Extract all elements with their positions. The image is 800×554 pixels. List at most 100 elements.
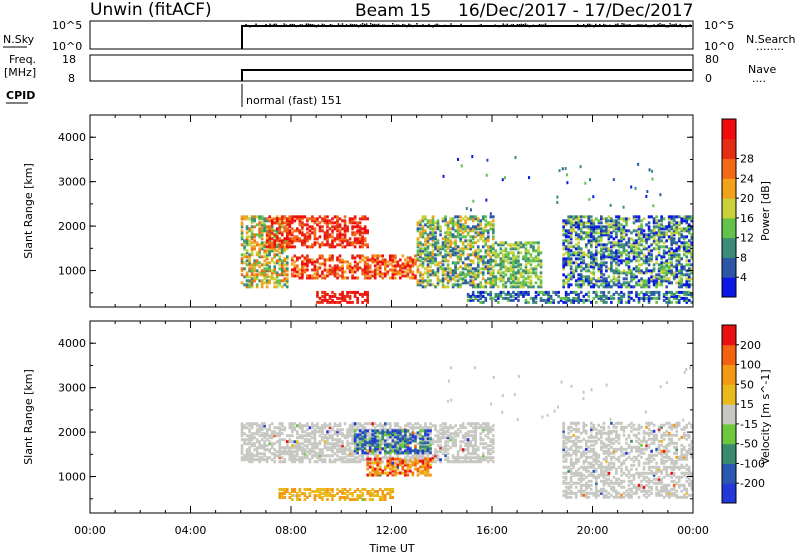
power-cell (260, 269, 264, 273)
power-cell (615, 277, 618, 281)
power-cell (285, 233, 289, 237)
power-cell (240, 269, 244, 273)
power-cell (627, 265, 631, 269)
velocity-cell (461, 426, 465, 430)
power-cell (677, 247, 681, 251)
velocity-cell (401, 437, 405, 441)
power-cell (243, 247, 246, 251)
power-cell (675, 221, 679, 225)
power-cell (579, 265, 583, 269)
velocity-cell (356, 433, 359, 437)
power-cell (474, 273, 478, 277)
power-cell (474, 277, 478, 281)
velocity-cell (250, 454, 254, 458)
power-cell (388, 276, 392, 280)
power-cell (441, 243, 445, 247)
velocity-cell (426, 426, 430, 430)
power-cell (316, 274, 319, 278)
nsky-sample (377, 23, 380, 26)
power-cell (356, 229, 359, 233)
power-cell (328, 294, 332, 298)
velocity-cell (240, 426, 244, 430)
power-cell (514, 156, 517, 160)
power-cell (602, 233, 606, 237)
power-cell (326, 235, 329, 239)
velocity-cell (454, 424, 457, 428)
power-cell (466, 298, 470, 302)
power-cell (637, 225, 641, 229)
velocity-cell (255, 430, 259, 434)
power-cell (431, 237, 435, 241)
power-cell (456, 245, 460, 249)
power-cell (584, 277, 588, 281)
power-cell (265, 255, 269, 259)
power-cell (404, 258, 407, 262)
power-cell (579, 257, 583, 261)
power-cell (240, 221, 244, 225)
power-cell (240, 261, 244, 265)
power-cell (564, 257, 568, 261)
velocity-cell (353, 433, 357, 437)
power-cell (431, 253, 435, 257)
nsky-sample (303, 25, 306, 27)
power-cell (356, 266, 359, 270)
velocity-cell (346, 454, 349, 458)
power-cell (326, 231, 329, 235)
power-cell (657, 294, 661, 298)
power-cell (537, 275, 540, 279)
power-cell (595, 249, 598, 253)
nsky-sample (544, 23, 547, 25)
power-cell (439, 229, 442, 233)
power-cell (617, 281, 621, 285)
power-cell (562, 283, 565, 287)
power-cell (436, 247, 440, 251)
power-cell (331, 225, 334, 229)
power-cell (680, 217, 684, 221)
velocity-cell (240, 428, 244, 432)
velocity-cell (258, 424, 261, 428)
power-cell (522, 257, 525, 261)
power-cell (680, 235, 684, 239)
power-cell (378, 274, 382, 278)
power-cell (429, 269, 432, 273)
velocity-cell (248, 422, 251, 426)
velocity-cell (323, 424, 327, 428)
power-cell (424, 241, 427, 245)
power-cell (610, 255, 613, 259)
velocity-cell (258, 452, 261, 456)
power-cell (479, 227, 483, 231)
power-cell (492, 265, 495, 269)
velocity-cell (386, 456, 390, 460)
power-cell (659, 193, 662, 197)
power-cell (514, 247, 518, 251)
power-cell (509, 247, 513, 251)
power-cell (647, 269, 651, 273)
power-cell (507, 296, 510, 300)
power-cell (492, 273, 495, 277)
power-cell (316, 276, 319, 280)
power-cell (240, 281, 244, 285)
velocity-cell (313, 438, 317, 442)
velocity-cell (336, 428, 339, 432)
power-cell (577, 273, 581, 277)
power-cell (569, 227, 573, 231)
power-cell (429, 255, 432, 259)
power-cell (647, 251, 651, 255)
power-cell (617, 225, 621, 229)
power-cell (562, 273, 565, 277)
power-cell (298, 272, 302, 276)
power-cell (640, 263, 643, 267)
power-cell (303, 258, 307, 262)
velocity-cell (291, 458, 294, 462)
power-cell (645, 279, 648, 283)
power-cell (652, 221, 656, 225)
power-cell (687, 283, 691, 287)
power-cell (642, 235, 646, 239)
velocity-cell (285, 444, 289, 448)
power-cell (343, 270, 347, 274)
power-cell (368, 264, 372, 268)
power-cell (411, 260, 415, 264)
velocity-cell (336, 458, 339, 462)
power-cell (652, 269, 656, 273)
power-cell (260, 273, 264, 277)
